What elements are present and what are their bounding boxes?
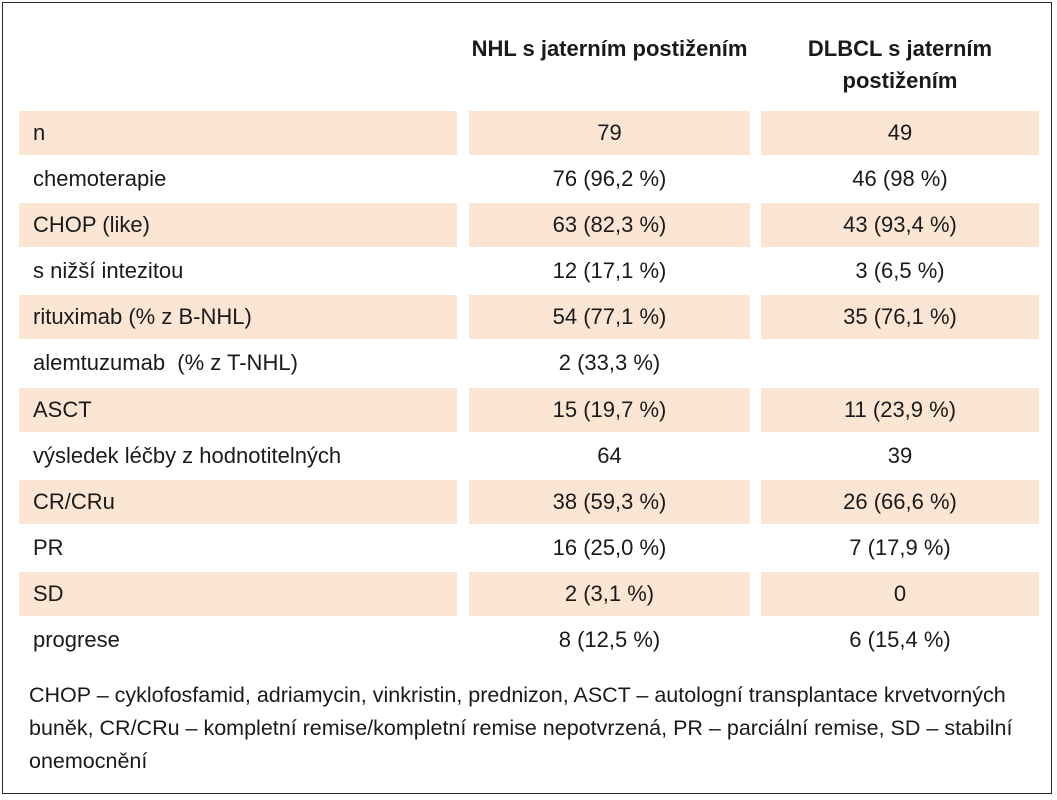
table-row: výsledek léčby z hodnotitelných 64 39	[3, 434, 1051, 480]
row-label: výsledek léčby z hodnotitelných	[33, 442, 342, 468]
table-row: chemoterapie 76 (96,2 %) 46 (98 %)	[3, 157, 1051, 203]
row-value-dlbcl: 35 (76,1 %)	[761, 295, 1039, 340]
table-row: alemtuzumab (% z T-NHL) 2 (33,3 %)	[3, 341, 1051, 387]
row-value-nhl: 12 (17,1 %)	[552, 258, 667, 284]
row-value-nhl: 79	[469, 111, 750, 155]
row-label: n	[19, 111, 457, 155]
table-row: PR 16 (25,0 %) 7 (17,9 %)	[3, 526, 1051, 572]
table-header: NHL s jaterním postižením DLBCL s jatern…	[3, 33, 1051, 103]
row-value-nhl: 8 (12,5 %)	[558, 627, 661, 653]
table-row: CR/CRu 38 (59,3 %) 26 (66,6 %)	[3, 479, 1051, 526]
row-value-dlbcl: 3 (6,5 %)	[855, 258, 945, 284]
row-value-dlbcl: 43 (93,4 %)	[761, 203, 1039, 248]
row-value-nhl: 16 (25,0 %)	[552, 534, 667, 560]
header-nhl: NHL s jaterním postižením	[471, 36, 748, 61]
table-row: n 79 49	[3, 111, 1051, 157]
row-value-nhl: 76 (96,2 %)	[552, 166, 667, 192]
row-label: chemoterapie	[33, 166, 167, 192]
row-value-dlbcl: 11 (23,9 %)	[761, 387, 1039, 432]
row-value-dlbcl: 46 (98 %)	[852, 166, 948, 192]
row-label: progrese	[33, 627, 120, 653]
header-dlbcl: DLBCL s jaterním postižením	[807, 36, 993, 93]
table-footnote: CHOP – cyklofosfamid, adriamycin, vinkri…	[29, 683, 1013, 773]
row-value-dlbcl	[761, 341, 1039, 385]
row-label: CR/CRu	[19, 479, 457, 524]
row-label: ASCT	[19, 387, 457, 432]
table-row: s nižší intezitou 12 (17,1 %) 3 (6,5 %)	[3, 249, 1051, 295]
table-row: ASCT 15 (19,7 %) 11 (23,9 %)	[3, 387, 1051, 434]
table-row: progrese 8 (12,5 %) 6 (15,4 %)	[3, 618, 1051, 664]
table-row: SD 2 (3,1 %) 0	[3, 571, 1051, 618]
row-label: CHOP (like)	[19, 203, 457, 248]
table-body: n 79 49 chemoterapie 76 (96,2 %) 46 (98 …	[3, 111, 1051, 664]
row-value-dlbcl: 26 (66,6 %)	[761, 479, 1039, 524]
table-row: rituximab (% z B-NHL) 54 (77,1 %) 35 (76…	[3, 295, 1051, 341]
row-label: rituximab (% z B-NHL)	[19, 295, 457, 340]
row-value-nhl: 15 (19,7 %)	[469, 387, 750, 432]
row-value-nhl: 54 (77,1 %)	[469, 295, 750, 340]
row-label: alemtuzumab (% z T-NHL)	[33, 350, 298, 376]
row-value-nhl: 2 (33,3 %)	[558, 350, 661, 376]
row-value-dlbcl: 49	[761, 111, 1039, 155]
row-value-nhl: 63 (82,3 %)	[469, 203, 750, 248]
row-value-dlbcl: 6 (15,4 %)	[849, 627, 951, 653]
row-value-nhl: 38 (59,3 %)	[469, 479, 750, 524]
row-value-dlbcl: 39	[887, 442, 913, 468]
row-value-dlbcl: 7 (17,9 %)	[849, 534, 951, 560]
row-label: PR	[33, 534, 64, 560]
row-value-dlbcl: 0	[761, 571, 1039, 616]
row-value-nhl: 64	[597, 442, 622, 468]
table-row: CHOP (like) 63 (82,3 %) 43 (93,4 %)	[3, 203, 1051, 249]
row-label: s nižší intezitou	[33, 258, 184, 284]
row-value-nhl: 2 (3,1 %)	[469, 571, 750, 616]
row-label: SD	[19, 571, 457, 616]
